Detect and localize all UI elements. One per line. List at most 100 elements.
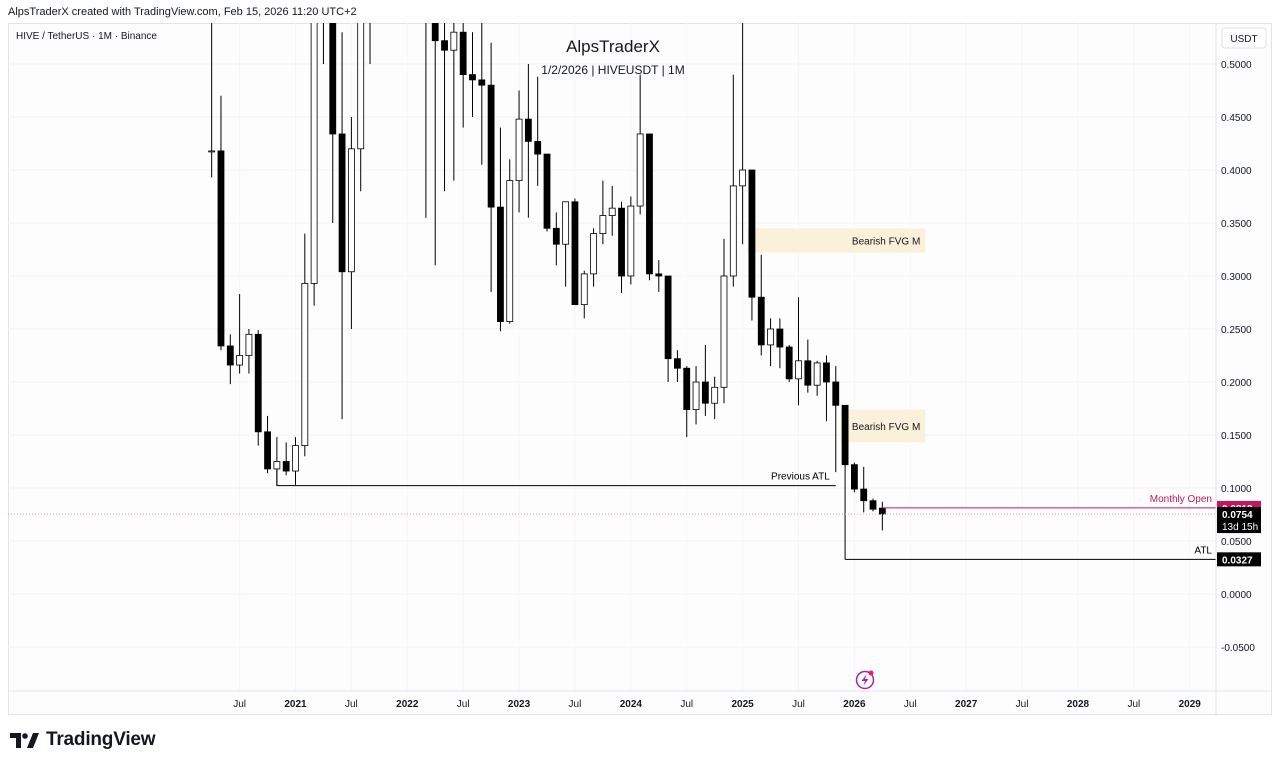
candle[interactable] — [301, 233, 309, 457]
candle[interactable] — [860, 466, 868, 513]
candle-body-bull — [720, 275, 728, 388]
candle[interactable] — [264, 415, 271, 474]
candles[interactable] — [208, 23, 886, 531]
candle[interactable] — [729, 74, 737, 287]
candle[interactable] — [423, 23, 429, 218]
candle-body-bull — [450, 31, 458, 51]
candle[interactable] — [683, 366, 691, 438]
candle-body-bear — [217, 150, 225, 347]
tradingview-brand: TradingView — [46, 729, 156, 750]
candle[interactable] — [543, 153, 551, 232]
candle[interactable] — [655, 260, 663, 292]
candle-body-bull — [357, 23, 365, 150]
candle-body-bear — [329, 23, 337, 135]
candle[interactable] — [599, 180, 607, 245]
fvg-zone-label: Bearish FVG M — [852, 422, 920, 433]
candle-body-bull — [515, 118, 523, 182]
candle[interactable] — [310, 23, 318, 306]
candle[interactable] — [776, 318, 784, 369]
candle[interactable] — [208, 23, 216, 178]
candle[interactable] — [832, 366, 840, 473]
candle[interactable] — [506, 159, 514, 324]
candle[interactable] — [292, 437, 299, 485]
candle[interactable] — [878, 501, 886, 531]
candle[interactable] — [841, 404, 849, 469]
candle[interactable] — [226, 334, 234, 385]
candle[interactable] — [664, 275, 672, 382]
candle[interactable] — [441, 23, 448, 192]
candle[interactable] — [869, 498, 877, 512]
time-axis[interactable]: Jul 2021 Jul 2022 Jul 2023 Jul 2024 Jul 2025 Jul 20… — [233, 699, 1201, 710]
candle[interactable] — [487, 42, 495, 292]
candle[interactable] — [459, 23, 467, 128]
candle[interactable] — [720, 238, 728, 404]
candle[interactable] — [739, 23, 747, 245]
candle-body-bear — [487, 84, 495, 208]
candle[interactable] — [590, 228, 597, 287]
y-tick-label: 0.5000 — [1221, 60, 1252, 71]
candle-body-bear — [469, 74, 476, 81]
current-price-badge — [1217, 507, 1261, 534]
candle[interactable] — [347, 117, 355, 329]
candle-body-bull — [347, 148, 355, 273]
x-tick-label: Jul — [345, 699, 358, 710]
candle[interactable] — [497, 127, 504, 332]
previous-atl-label: Previous ATL — [771, 472, 830, 483]
candle[interactable] — [431, 23, 439, 266]
candle[interactable] — [245, 329, 253, 374]
fvg-zones: Bearish FVG M Bearish FVG M — [747, 228, 926, 443]
candle[interactable] — [795, 297, 802, 406]
candle-body-bear — [757, 296, 765, 346]
candle[interactable] — [367, 23, 373, 64]
candle[interactable] — [236, 294, 244, 374]
candle-body-bear — [338, 133, 346, 273]
candle[interactable] — [552, 212, 560, 266]
candle-body-bear — [664, 275, 672, 360]
x-tick-label: Jul — [457, 699, 470, 710]
candle[interactable] — [636, 74, 644, 215]
candle[interactable] — [701, 344, 709, 416]
candle[interactable] — [357, 23, 365, 192]
candle[interactable] — [254, 330, 262, 446]
candle[interactable] — [329, 23, 337, 223]
candle[interactable] — [338, 32, 346, 420]
candle[interactable] — [823, 355, 830, 422]
price-axis[interactable]: 0.5000 0.4500 0.4000 0.3500 0.3000 0.2500 0.20… — [1221, 60, 1255, 654]
candle[interactable] — [571, 198, 579, 306]
candle[interactable] — [851, 462, 858, 493]
currency-label: USDT — [1230, 34, 1257, 45]
candle[interactable] — [757, 254, 765, 356]
candle[interactable] — [608, 185, 616, 236]
lightning-icon[interactable] — [855, 670, 875, 690]
symbol-legend[interactable]: HIVE / TetherUS · 1M · Binance — [16, 31, 157, 42]
candle[interactable] — [580, 270, 588, 319]
currency-button[interactable] — [1221, 27, 1267, 49]
candle[interactable] — [804, 339, 812, 393]
candle-body-bull — [562, 201, 570, 245]
candlestick-chart[interactable]: Bearish FVG M Bearish FVG M Previous ATL A… — [8, 23, 1272, 715]
candle[interactable] — [524, 64, 532, 218]
atl-badge — [1217, 552, 1261, 567]
candle[interactable] — [646, 133, 653, 281]
candle[interactable] — [767, 318, 774, 367]
candle[interactable] — [813, 360, 821, 396]
candle[interactable] — [711, 376, 719, 420]
candle[interactable] — [450, 23, 458, 181]
candle[interactable] — [627, 196, 635, 285]
candle[interactable] — [562, 201, 570, 287]
candle[interactable] — [692, 366, 700, 425]
candle[interactable] — [217, 95, 225, 351]
candle[interactable] — [674, 350, 681, 382]
x-tick-label: Jul — [904, 699, 917, 710]
fvg-zone-label: Bearish FVG M — [852, 236, 920, 247]
candle[interactable] — [515, 90, 523, 213]
candle[interactable] — [785, 344, 793, 382]
candle[interactable] — [320, 23, 326, 64]
candle[interactable] — [469, 32, 476, 117]
candle[interactable] — [534, 76, 542, 186]
candle[interactable] — [618, 201, 625, 293]
candle[interactable] — [282, 442, 290, 476]
candle[interactable] — [478, 23, 486, 165]
candle[interactable] — [748, 169, 756, 321]
levels: Previous ATL ATL Monthly Open — [8, 468, 1216, 560]
